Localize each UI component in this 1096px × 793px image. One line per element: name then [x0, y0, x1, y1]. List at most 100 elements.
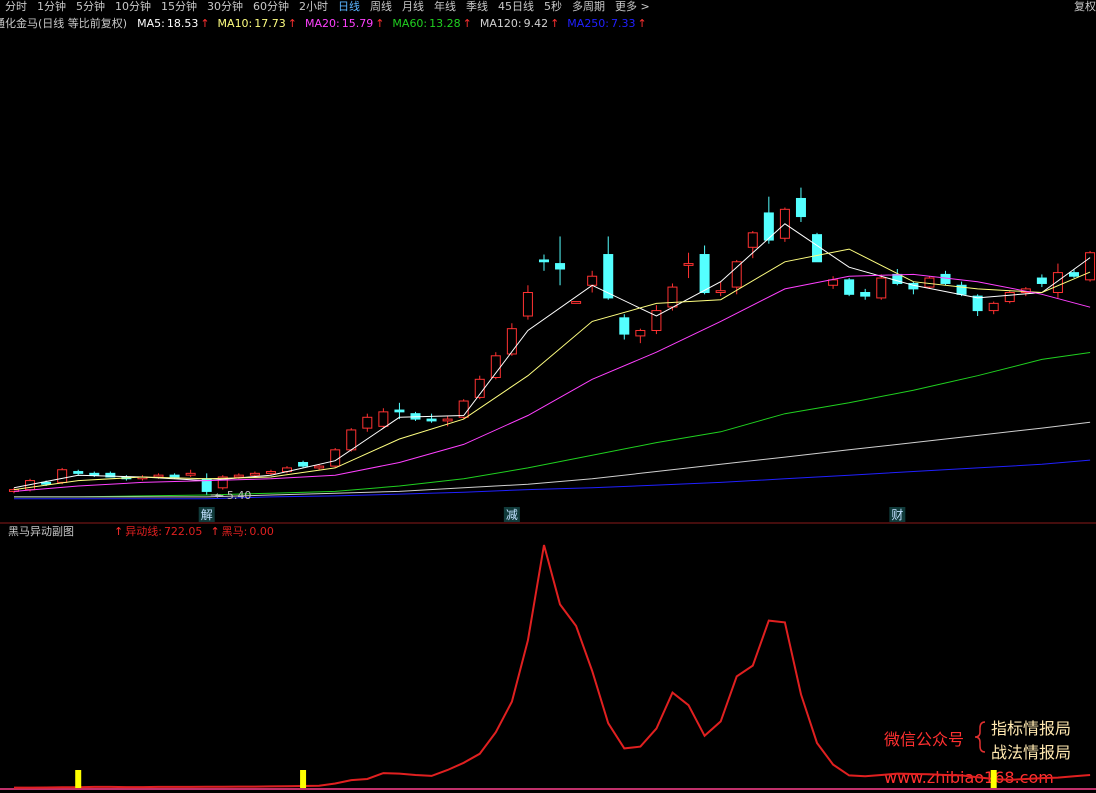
- candle-body: [972, 295, 983, 312]
- wm-url: www.zhibiao168.com: [884, 768, 1054, 787]
- signal-bar: [300, 770, 307, 788]
- ma-trend: ↑: [550, 17, 560, 30]
- candle-body: [442, 418, 453, 422]
- candle-body: [1085, 252, 1096, 281]
- candle-body: [619, 317, 630, 335]
- series-trend: ↑: [114, 525, 124, 538]
- candle-body: [940, 273, 951, 284]
- period-tab[interactable]: 45日线: [498, 0, 534, 13]
- low-marker: ← 5.40: [215, 489, 252, 502]
- ma-trend: ↑: [375, 17, 385, 30]
- candle-body: [153, 474, 164, 478]
- period-tab[interactable]: 分时: [5, 0, 27, 13]
- candle-body: [73, 471, 84, 474]
- signal-bar: [75, 770, 82, 788]
- main-legend: 通化金马(日线 等比前复权) MA5: 18.53 ↑ MA10: 17.73 ↑ MA20:…: [0, 17, 655, 31]
- event-label: 解: [201, 508, 213, 522]
- candle-body: [587, 275, 598, 286]
- indicator-line: [14, 544, 1091, 789]
- period-tab[interactable]: 15分钟: [161, 0, 197, 13]
- candle-body: [41, 481, 52, 485]
- period-tab[interactable]: 2小时: [299, 0, 328, 13]
- candle-body: [1036, 277, 1047, 284]
- period-tab[interactable]: 更多 >: [615, 0, 650, 13]
- wm-name1: 指标情报局: [991, 719, 1071, 738]
- restore-button[interactable]: 复权: [1074, 0, 1096, 13]
- period-tab[interactable]: 30分钟: [207, 0, 243, 13]
- candle-body: [185, 472, 196, 476]
- candle-body: [763, 212, 774, 241]
- ma-value: 18.53: [166, 17, 199, 30]
- period-tab[interactable]: 1分钟: [37, 0, 66, 13]
- ma-trend: ↑: [200, 17, 210, 30]
- candle-body: [635, 329, 646, 337]
- ma-value: 9.42: [523, 17, 549, 30]
- candle-body: [538, 259, 549, 263]
- period-tab[interactable]: 年线: [434, 0, 456, 13]
- candle-body: [169, 474, 180, 478]
- signal-bar: [990, 770, 997, 788]
- candle-body: [1004, 292, 1015, 303]
- event-bg: [198, 507, 215, 522]
- candle-body: [394, 409, 405, 413]
- ma-value: 17.73: [254, 17, 286, 30]
- period-tab[interactable]: 季线: [466, 0, 488, 13]
- ma-line: [14, 459, 1091, 500]
- ma-line: [14, 421, 1091, 498]
- candle-body: [795, 197, 806, 218]
- brace: [974, 721, 986, 753]
- candle-body: [298, 461, 309, 467]
- candle-body: [362, 416, 373, 429]
- period-tab[interactable]: 60分钟: [253, 0, 289, 13]
- candle-body: [506, 328, 517, 355]
- low-label: 5.40: [227, 489, 252, 502]
- ma-name: MA10:: [217, 17, 253, 30]
- candle-body: [57, 469, 68, 483]
- ma-line: [13, 273, 1091, 492]
- candle-body: [346, 429, 357, 451]
- wm-name2: 战法情报局: [991, 743, 1071, 762]
- period-tab[interactable]: 10分钟: [115, 0, 151, 13]
- ma-name: MA250:: [567, 17, 610, 30]
- period-tab[interactable]: 周线: [370, 0, 392, 13]
- series-value: 722.05: [163, 525, 203, 538]
- ma-trend: ↑: [637, 17, 647, 30]
- candle-body: [651, 310, 662, 331]
- stock-title: 通化金马(日线 等比前复权): [0, 17, 128, 30]
- candle-body: [828, 279, 839, 286]
- ma-trend: ↑: [462, 17, 472, 30]
- event-bg: [503, 507, 520, 522]
- candle-body: [683, 263, 694, 266]
- period-tab[interactable]: 月线: [402, 0, 424, 13]
- series-name: 异动线:: [125, 525, 162, 538]
- ma-name: MA120:: [479, 17, 522, 30]
- sub-legend: 黑马异动副图 ↑ 异动线: 722.05 ↑ 黑马: 0.00: [8, 525, 282, 539]
- period-tab[interactable]: 多周期: [572, 0, 605, 13]
- event-bg: [889, 507, 906, 522]
- candle-body: [217, 476, 228, 489]
- period-toolbar: 分时 1分钟 5分钟 10分钟 15分钟 30分钟 60分钟 2小时 日线 周线 月线 年线 季线 45日…: [0, 0, 1096, 14]
- candle-body: [89, 472, 100, 476]
- candle-body: [426, 418, 437, 422]
- candle-body: [314, 465, 325, 469]
- candle-body: [105, 472, 116, 478]
- candle-body: [715, 290, 726, 294]
- period-tab[interactable]: 5秒: [544, 0, 562, 13]
- period-tab[interactable]: 5分钟: [76, 0, 105, 13]
- series-trend: ↑: [210, 525, 220, 538]
- candle-body: [667, 286, 678, 308]
- ma-value: 13.28: [429, 17, 461, 30]
- period-tab[interactable]: 日线: [338, 0, 360, 13]
- ma-name: MA60:: [392, 17, 428, 30]
- wm-wechat: 微信公众号: [884, 730, 964, 749]
- candle-body: [571, 301, 582, 304]
- low-arrow: ←: [215, 489, 224, 502]
- candle-body: [1052, 272, 1063, 294]
- series-value: 0.00: [249, 525, 274, 538]
- candle-body: [747, 232, 758, 248]
- candle-body: [249, 472, 260, 476]
- candle-body: [699, 254, 710, 294]
- candle-body: [265, 471, 276, 474]
